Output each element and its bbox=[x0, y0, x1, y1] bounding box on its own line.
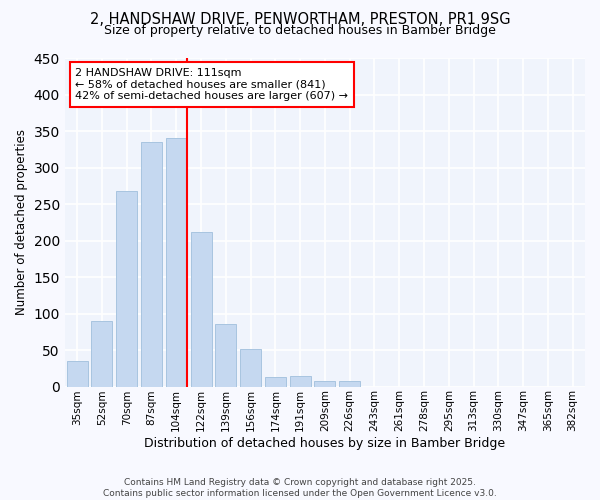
Bar bbox=[215, 324, 236, 386]
Bar bbox=[166, 138, 187, 386]
Text: 2, HANDSHAW DRIVE, PENWORTHAM, PRESTON, PR1 9SG: 2, HANDSHAW DRIVE, PENWORTHAM, PRESTON, … bbox=[89, 12, 511, 28]
Bar bbox=[67, 361, 88, 386]
X-axis label: Distribution of detached houses by size in Bamber Bridge: Distribution of detached houses by size … bbox=[145, 437, 505, 450]
Bar bbox=[116, 191, 137, 386]
Bar bbox=[240, 350, 261, 387]
Bar bbox=[265, 377, 286, 386]
Bar bbox=[339, 382, 360, 386]
Text: Contains HM Land Registry data © Crown copyright and database right 2025.
Contai: Contains HM Land Registry data © Crown c… bbox=[103, 478, 497, 498]
Y-axis label: Number of detached properties: Number of detached properties bbox=[15, 130, 28, 316]
Bar bbox=[290, 376, 311, 386]
Bar bbox=[141, 142, 162, 386]
Text: Size of property relative to detached houses in Bamber Bridge: Size of property relative to detached ho… bbox=[104, 24, 496, 37]
Bar bbox=[91, 321, 112, 386]
Bar bbox=[191, 232, 212, 386]
Text: 2 HANDSHAW DRIVE: 111sqm
← 58% of detached houses are smaller (841)
42% of semi-: 2 HANDSHAW DRIVE: 111sqm ← 58% of detach… bbox=[75, 68, 348, 101]
Bar bbox=[314, 382, 335, 386]
